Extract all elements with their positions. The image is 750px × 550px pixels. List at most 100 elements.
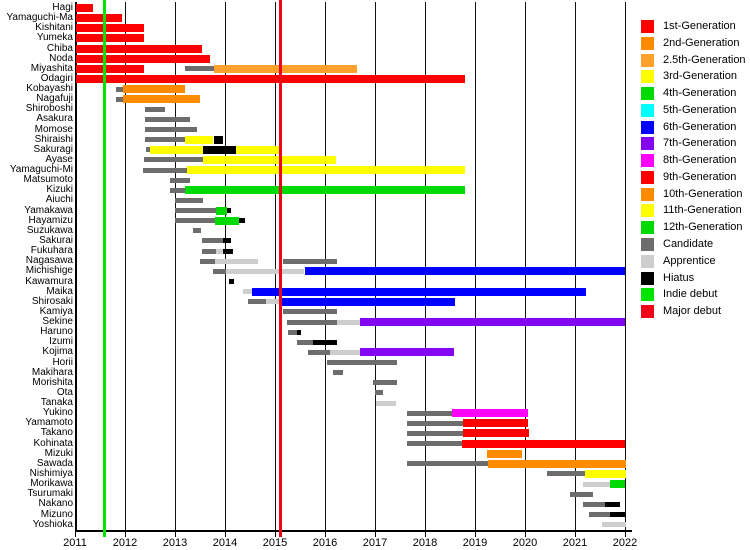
member-label: Nagasawa: [25, 255, 73, 266]
member-label: Nishimiya: [29, 468, 73, 479]
legend-label: Hiatus: [663, 272, 695, 284]
segment-candidate: [170, 178, 190, 183]
member-label: Sakurai: [39, 235, 73, 246]
member-label: Kojima: [42, 346, 73, 357]
segment-4th: [215, 217, 239, 225]
segment-9th: [463, 429, 529, 437]
legend-swatch: [641, 305, 654, 318]
member-label: Shiraishi: [34, 134, 73, 145]
segment-apprentice: [583, 482, 610, 487]
segment-candidate: [202, 238, 223, 243]
legend-label: 10th-Generation: [663, 188, 743, 200]
legend-label: 1st-Generation: [663, 20, 736, 32]
member-label: Nagafuji: [36, 93, 73, 104]
segment-candidate: [146, 147, 150, 152]
axis-tick-2020: [525, 531, 526, 537]
segment-candidate: [145, 137, 185, 142]
segment-hiatus: [605, 502, 620, 507]
legend-swatch: [641, 272, 654, 285]
member-label: Yamakawa: [24, 205, 73, 216]
gridline-2021: [575, 2, 576, 530]
segment-hiatus: [229, 279, 234, 284]
member-label: Nakano: [38, 498, 73, 509]
member-label: Noda: [49, 53, 73, 64]
member-label: Kohinata: [33, 438, 73, 449]
segment-candidate: [193, 228, 201, 233]
member-label: Asakura: [36, 113, 73, 124]
segment-candidate: [407, 441, 462, 446]
segment-1st: [76, 75, 465, 83]
segment-apprentice: [266, 299, 282, 304]
legend-swatch: [641, 154, 654, 167]
legend-label: 11th-Generation: [663, 204, 742, 216]
axis-tick-2019: [475, 531, 476, 537]
legend-swatch: [641, 204, 654, 217]
segment-hiatus: [227, 208, 231, 213]
gridline-2012: [125, 2, 126, 530]
segment-hiatus: [203, 146, 236, 154]
segment-1st: [76, 4, 93, 12]
member-label: Izumi: [49, 336, 73, 347]
member-label: Takano: [40, 427, 73, 438]
gridline-2022: [625, 2, 626, 530]
gridline-2020: [525, 2, 526, 530]
member-label: Kishitani: [35, 22, 73, 33]
legend-label: Candidate: [663, 238, 714, 250]
member-label: Kamiya: [39, 306, 73, 317]
legend-label: 5th-Generation: [663, 104, 737, 116]
member-label: Miyashita: [30, 63, 73, 74]
member-label: Hayamizu: [28, 215, 73, 226]
segment-candidate: [202, 249, 216, 254]
member-label: Yoshioka: [32, 519, 73, 530]
segment-apprentice: [226, 269, 304, 274]
member-label: Yamaguchi-Mi: [9, 164, 73, 175]
gridline-2017: [375, 2, 376, 530]
member-label: Kawamura: [25, 276, 73, 287]
year-label-2020: 2020: [512, 537, 538, 549]
legend-label: 8th-Generation: [663, 154, 737, 166]
segment-apprentice: [337, 320, 360, 325]
member-label: Kizuki: [46, 184, 73, 195]
segment-candidate: [248, 299, 266, 304]
axis-tick-2013: [175, 531, 176, 537]
segment-candidate: [170, 188, 185, 193]
segment-3rd: [185, 136, 213, 144]
member-label: Ota: [56, 387, 73, 398]
legend-label: 2nd-Generation: [663, 37, 740, 49]
legend-swatch: [641, 221, 654, 234]
segment-candidate: [547, 471, 585, 476]
segment-1st: [76, 24, 144, 32]
member-label: Yukino: [42, 407, 73, 418]
segment-candidate: [297, 340, 313, 345]
major-debut-line: [279, 0, 282, 537]
member-label: Yumeka: [36, 32, 73, 43]
segment-candidate: [407, 421, 463, 426]
axis-tick-2015: [275, 531, 276, 537]
segment-4th: [216, 207, 227, 215]
y-axis-line: [75, 2, 77, 531]
legend-label: 6th-Generation: [663, 121, 737, 133]
member-label: Momose: [34, 124, 73, 135]
member-label: Tanaka: [40, 397, 73, 408]
segment-candidate: [589, 512, 610, 517]
member-label: Fukuhara: [30, 245, 73, 256]
segment-7th: [360, 318, 625, 326]
gridline-2016: [325, 2, 326, 530]
segment-12th: [610, 480, 625, 488]
segment-candidate: [407, 411, 452, 416]
year-label-2019: 2019: [462, 537, 488, 549]
legend-label: Indie debut: [663, 288, 718, 300]
segment-3rd: [236, 146, 280, 154]
segment-1st: [76, 45, 202, 53]
year-label-2018: 2018: [412, 537, 438, 549]
member-label: Mizuki: [44, 448, 73, 459]
gridline-2019: [475, 2, 476, 530]
segment-candidate: [175, 218, 215, 223]
segment-candidate: [308, 350, 330, 355]
legend-swatch: [641, 54, 654, 67]
segment-candidate: [375, 390, 383, 395]
segment-apprentice: [376, 401, 396, 406]
segment-candidate: [185, 66, 214, 71]
member-label: Haruno: [40, 326, 73, 337]
